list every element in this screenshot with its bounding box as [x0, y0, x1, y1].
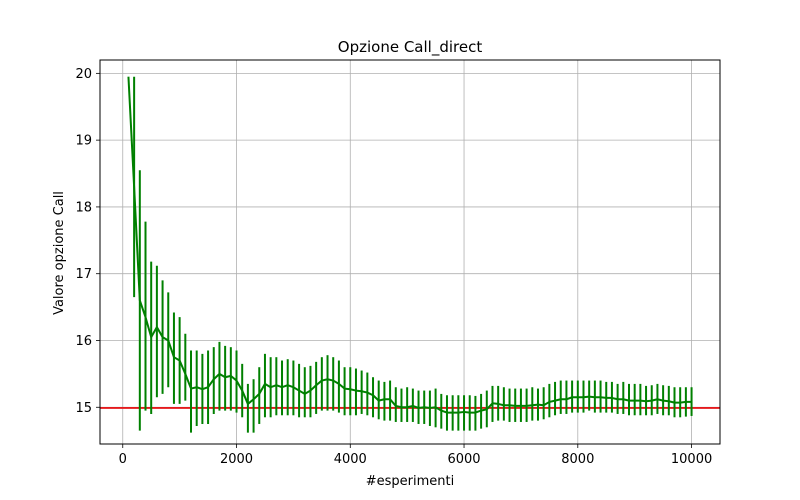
x-axis: 0 2000 4000 6000 8000 10000	[119, 444, 712, 467]
y-tick-label: 20	[75, 67, 92, 82]
y-axis: 15 16 17 18 19 20	[75, 67, 100, 416]
x-axis-label: #esperimenti	[366, 474, 454, 489]
chart-title: Opzione Call_direct	[338, 38, 483, 57]
x-tick-label: 0	[119, 452, 127, 467]
x-tick-label: 8000	[561, 452, 594, 467]
y-axis-label: Valore opzione Call	[52, 191, 67, 315]
x-tick-label: 10000	[671, 452, 712, 467]
series-line	[127, 76, 692, 414]
y-tick-label: 18	[75, 200, 92, 215]
y-tick-label: 17	[75, 267, 92, 282]
y-tick-label: 15	[75, 401, 92, 416]
plot-frame	[99, 59, 721, 445]
x-tick-label: 6000	[447, 452, 480, 467]
x-tick-label: 4000	[334, 452, 367, 467]
y-tick-label: 19	[75, 134, 92, 149]
x-tick-label: 2000	[220, 452, 253, 467]
y-tick-label: 16	[75, 334, 92, 349]
